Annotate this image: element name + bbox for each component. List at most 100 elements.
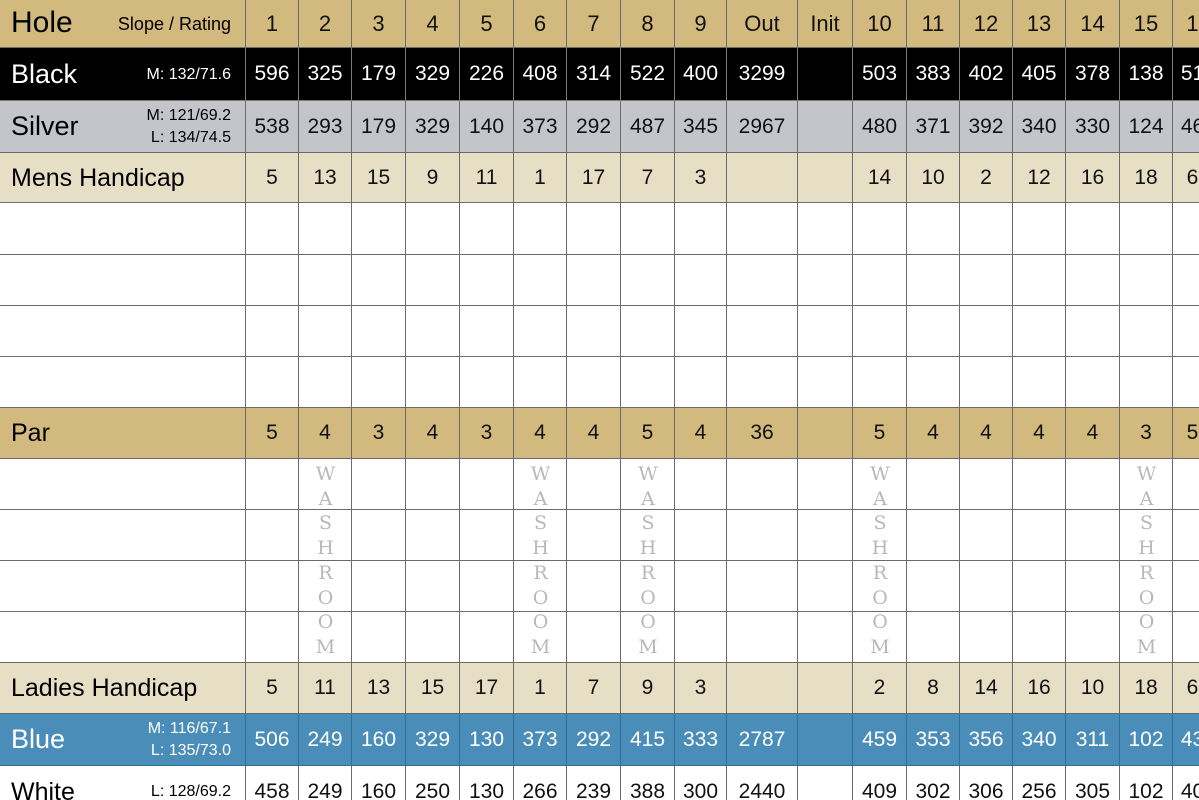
score-cell[interactable]	[1066, 459, 1120, 510]
score-cell[interactable]	[514, 459, 567, 510]
score-cell[interactable]	[406, 561, 460, 612]
score-cell[interactable]	[675, 612, 727, 663]
score-cell[interactable]	[299, 459, 352, 510]
score-cell[interactable]	[1173, 203, 1199, 255]
score-cell[interactable]	[567, 306, 621, 357]
score-cell[interactable]	[621, 255, 675, 306]
score-cell[interactable]	[246, 306, 299, 357]
score-cell[interactable]	[621, 510, 675, 561]
score-cell[interactable]	[567, 203, 621, 255]
score-cell[interactable]	[299, 561, 352, 612]
player-name-cell[interactable]	[0, 357, 246, 408]
score-cell[interactable]	[1120, 561, 1173, 612]
score-cell[interactable]	[675, 306, 727, 357]
score-cell[interactable]	[1120, 203, 1173, 255]
score-cell[interactable]	[1173, 510, 1199, 561]
score-cell[interactable]	[460, 255, 514, 306]
score-cell[interactable]	[675, 459, 727, 510]
score-cell[interactable]	[727, 612, 798, 663]
score-cell[interactable]	[675, 203, 727, 255]
score-cell[interactable]	[853, 561, 907, 612]
score-cell[interactable]	[567, 459, 621, 510]
score-cell[interactable]	[727, 203, 798, 255]
score-cell[interactable]	[853, 306, 907, 357]
score-cell[interactable]	[514, 510, 567, 561]
score-cell[interactable]	[406, 203, 460, 255]
score-cell[interactable]	[460, 357, 514, 408]
score-cell[interactable]	[675, 561, 727, 612]
score-cell[interactable]	[246, 510, 299, 561]
score-cell[interactable]	[853, 357, 907, 408]
score-cell[interactable]	[352, 357, 406, 408]
score-cell[interactable]	[1013, 612, 1066, 663]
score-cell[interactable]	[352, 203, 406, 255]
score-cell[interactable]	[1120, 255, 1173, 306]
score-cell[interactable]	[675, 357, 727, 408]
score-cell[interactable]	[621, 612, 675, 663]
score-cell[interactable]	[621, 357, 675, 408]
score-cell[interactable]	[621, 203, 675, 255]
player-name-cell[interactable]	[0, 203, 246, 255]
score-cell[interactable]	[1013, 357, 1066, 408]
score-cell[interactable]	[907, 255, 960, 306]
player-name-cell[interactable]	[0, 561, 246, 612]
score-cell[interactable]	[727, 306, 798, 357]
score-cell[interactable]	[352, 510, 406, 561]
score-cell[interactable]	[460, 510, 514, 561]
score-cell[interactable]	[798, 306, 853, 357]
score-cell[interactable]	[621, 561, 675, 612]
score-cell[interactable]	[1013, 203, 1066, 255]
score-cell[interactable]	[514, 561, 567, 612]
score-cell[interactable]	[299, 306, 352, 357]
score-cell[interactable]	[1066, 510, 1120, 561]
score-cell[interactable]	[352, 459, 406, 510]
score-cell[interactable]	[1120, 459, 1173, 510]
score-cell[interactable]	[960, 203, 1013, 255]
score-cell[interactable]	[514, 357, 567, 408]
score-cell[interactable]	[1173, 612, 1199, 663]
score-cell[interactable]	[960, 306, 1013, 357]
score-cell[interactable]	[567, 255, 621, 306]
score-cell[interactable]	[727, 357, 798, 408]
score-cell[interactable]	[907, 357, 960, 408]
score-cell[interactable]	[1066, 561, 1120, 612]
score-cell[interactable]	[727, 459, 798, 510]
score-cell[interactable]	[406, 612, 460, 663]
score-cell[interactable]	[246, 561, 299, 612]
score-cell[interactable]	[1066, 203, 1120, 255]
score-cell[interactable]	[907, 459, 960, 510]
score-cell[interactable]	[567, 561, 621, 612]
score-cell[interactable]	[514, 255, 567, 306]
score-cell[interactable]	[1120, 612, 1173, 663]
score-cell[interactable]	[1173, 357, 1199, 408]
score-cell[interactable]	[352, 306, 406, 357]
score-cell[interactable]	[907, 306, 960, 357]
score-cell[interactable]	[246, 255, 299, 306]
player-name-cell[interactable]	[0, 459, 246, 510]
score-cell[interactable]	[907, 561, 960, 612]
score-cell[interactable]	[1013, 306, 1066, 357]
score-cell[interactable]	[621, 459, 675, 510]
score-cell[interactable]	[798, 255, 853, 306]
score-cell[interactable]	[299, 357, 352, 408]
score-cell[interactable]	[907, 612, 960, 663]
score-cell[interactable]	[299, 255, 352, 306]
score-cell[interactable]	[1120, 510, 1173, 561]
score-cell[interactable]	[675, 255, 727, 306]
score-cell[interactable]	[960, 561, 1013, 612]
score-cell[interactable]	[406, 459, 460, 510]
score-cell[interactable]	[460, 203, 514, 255]
score-cell[interactable]	[675, 510, 727, 561]
score-cell[interactable]	[1120, 306, 1173, 357]
score-cell[interactable]	[1066, 306, 1120, 357]
score-cell[interactable]	[246, 612, 299, 663]
score-cell[interactable]	[514, 612, 567, 663]
score-cell[interactable]	[1173, 306, 1199, 357]
score-cell[interactable]	[1013, 561, 1066, 612]
player-name-cell[interactable]	[0, 510, 246, 561]
score-cell[interactable]	[1013, 510, 1066, 561]
player-name-cell[interactable]	[0, 612, 246, 663]
score-cell[interactable]	[960, 510, 1013, 561]
score-cell[interactable]	[299, 203, 352, 255]
score-cell[interactable]	[621, 306, 675, 357]
